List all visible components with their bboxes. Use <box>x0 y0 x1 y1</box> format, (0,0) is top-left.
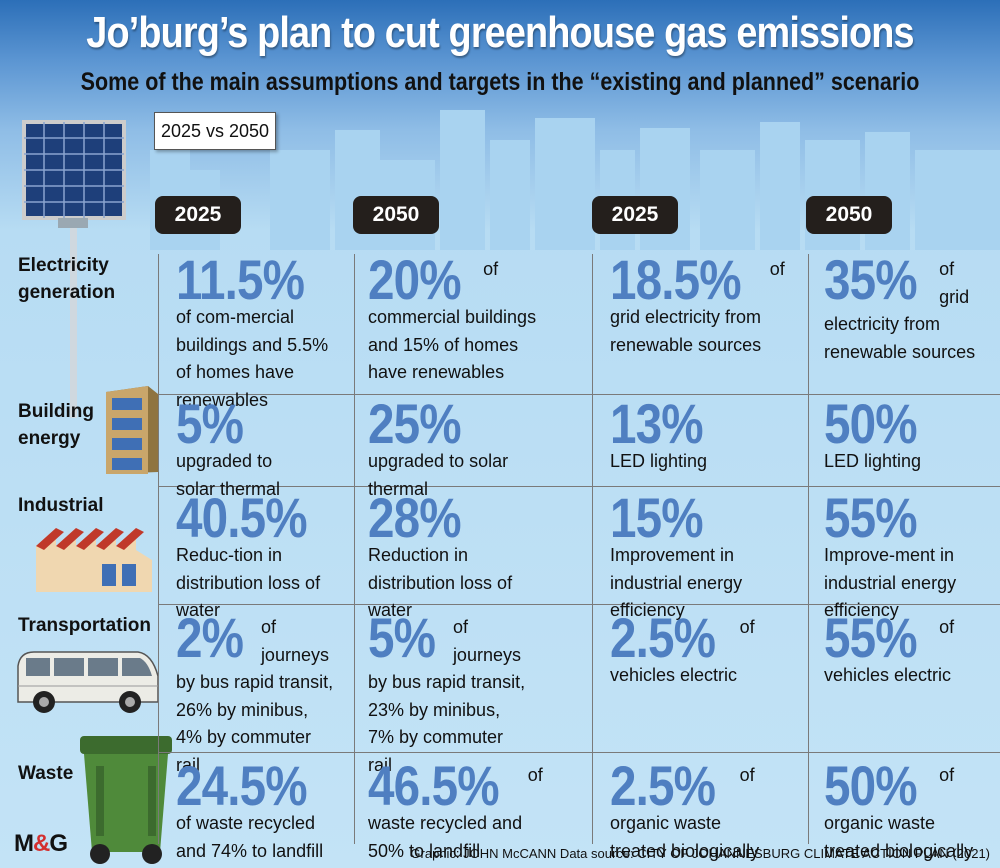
target-cell: 24.5%of waste recycled and 74% to landfi… <box>176 762 344 865</box>
target-percent: 2.5% <box>610 762 715 810</box>
target-percent: 40.5% <box>176 494 307 542</box>
logo-letter: G <box>49 830 67 857</box>
grid-divider <box>158 254 159 844</box>
target-percent: 2% <box>176 614 243 662</box>
target-cell: 40.5%Reduc-tion in distribution loss of … <box>176 494 342 625</box>
page-title: Jo’burg’s plan to cut greenhouse gas emi… <box>70 8 930 58</box>
target-percent: 24.5% <box>176 762 307 810</box>
year-header-3: 2025 <box>592 196 678 234</box>
target-cell: 20%of commercial buildings and 15% of ho… <box>368 256 554 387</box>
target-percent: 18.5% <box>610 256 741 304</box>
target-percent: 11.5% <box>176 256 304 304</box>
row-label-building: Building energy <box>18 398 98 452</box>
target-cell: 35%of grid electricity from renewable so… <box>824 256 984 366</box>
grid-divider <box>354 254 355 844</box>
target-cell: 15%Improvement in industrial energy effi… <box>610 494 796 625</box>
mg-logo: M&G <box>14 830 67 858</box>
logo-letter: M <box>14 830 33 857</box>
year-header-1: 2025 <box>155 196 241 234</box>
target-cell: 13%LED lighting <box>610 400 756 476</box>
grid-divider <box>808 254 809 844</box>
target-percent: 25% <box>368 400 461 448</box>
logo-ampersand: & <box>33 830 49 857</box>
row-label-electricity: Electricity generation <box>18 252 118 306</box>
wheelie-bin-icon <box>78 730 174 866</box>
target-percent: 13% <box>610 400 703 448</box>
target-cell: 2.5%of vehicles electric <box>610 614 780 690</box>
target-percent: 50% <box>824 762 917 810</box>
row-label-industrial: Industrial <box>18 492 104 519</box>
row-label-waste: Waste <box>18 760 73 787</box>
grid-divider <box>592 254 593 844</box>
target-percent: 55% <box>824 614 917 662</box>
target-description: of waste recycled and 74% to landfill <box>176 813 323 861</box>
target-percent: 2.5% <box>610 614 715 662</box>
comparison-badge: 2025 vs 2050 <box>154 112 276 150</box>
factory-icon <box>36 520 152 594</box>
target-cell: 55%of vehicles electric <box>824 614 984 690</box>
target-percent: 5% <box>176 400 243 448</box>
target-percent: 55% <box>824 494 917 542</box>
target-cell: 18.5%of grid electricity from renewable … <box>610 256 796 359</box>
minibus-icon <box>12 646 162 716</box>
target-percent: 46.5% <box>368 762 499 810</box>
target-cell: 28%Reduction in distribution loss of wat… <box>368 494 554 625</box>
target-percent: 15% <box>610 494 703 542</box>
target-cell: 50%LED lighting <box>824 400 970 476</box>
office-building-icon <box>100 384 162 476</box>
page-subtitle: Some of the main assumptions and targets… <box>70 68 930 97</box>
target-percent: 35% <box>824 256 917 304</box>
target-percent: 20% <box>368 256 461 304</box>
target-percent: 5% <box>368 614 435 662</box>
credits-footer: Graphic: JOHN McCANN Data source: CITY O… <box>410 846 990 861</box>
target-percent: 50% <box>824 400 917 448</box>
target-cell: 55%Improve-ment in industrial energy eff… <box>824 494 974 625</box>
year-header-4: 2050 <box>806 196 892 234</box>
target-cell: 11.5%of com-mercial buildings and 5.5% o… <box>176 256 342 414</box>
year-header-2: 2050 <box>353 196 439 234</box>
row-label-transportation: Transportation <box>18 612 151 639</box>
target-percent: 28% <box>368 494 461 542</box>
